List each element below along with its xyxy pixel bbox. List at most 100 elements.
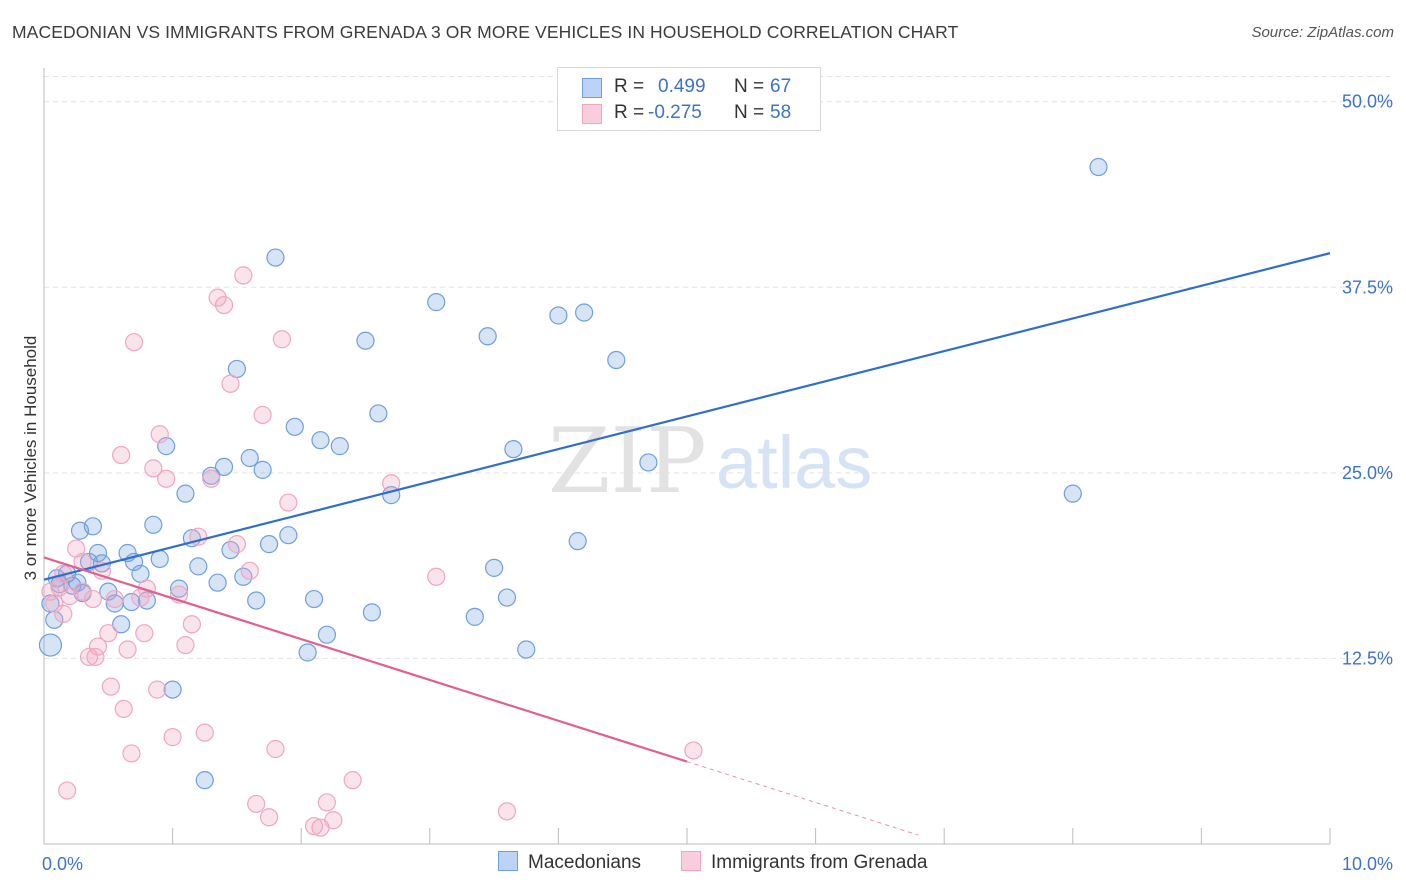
n-label: N =	[734, 76, 765, 97]
macedonian-point	[208, 573, 227, 592]
grenada-point	[234, 266, 253, 285]
macedonian-point	[549, 306, 568, 325]
grenada-point	[45, 594, 64, 613]
r-label: R =	[614, 76, 645, 97]
macedonian-point	[504, 439, 523, 459]
n-value: 58	[770, 102, 792, 123]
grenada-point	[105, 589, 124, 609]
macedonian-point	[253, 460, 272, 479]
x-tick-label: 0.0%	[42, 854, 83, 874]
macedonian-point	[189, 557, 208, 576]
grenada-point	[163, 728, 182, 747]
grenada-point	[182, 615, 201, 634]
trend-lines	[43, 252, 1331, 836]
r-value: 0.499	[658, 76, 706, 97]
chart-source: Source: ZipAtlas.com	[1251, 24, 1394, 41]
macedonian-point	[1063, 484, 1082, 503]
grenada-point	[112, 445, 131, 465]
grenada-point	[272, 330, 292, 349]
macedonian-point	[266, 248, 285, 267]
axes	[43, 68, 1331, 845]
macedonian-point	[304, 589, 324, 609]
macedonian-point	[176, 484, 195, 503]
macedonian-point	[317, 625, 337, 644]
grenada-point	[497, 802, 517, 821]
macedonian-point	[465, 607, 484, 626]
grenada-point	[253, 405, 272, 425]
macedonians-swatch	[582, 78, 602, 98]
grenada-point	[304, 817, 324, 836]
legend-label: Macedonians	[528, 852, 642, 873]
macedonian-point	[607, 350, 626, 370]
macedonian-point	[356, 331, 375, 350]
tick-labels: 12.5% 25.0% 37.5% 50.0% 0.0% 10.0% 3 or more V…	[21, 92, 1393, 874]
macedonian-point	[362, 603, 382, 622]
macedonian-point	[70, 521, 90, 540]
y-tick-label: 37.5%	[1342, 277, 1393, 297]
macedonian-point	[247, 591, 266, 610]
grenada-trend-line	[43, 556, 688, 763]
macedonian-point	[45, 610, 64, 629]
grenada-point	[221, 374, 240, 393]
grenada-point	[114, 699, 133, 719]
legend-item-grenada[interactable]: Immigrants from Grenada	[681, 851, 927, 874]
macedonian-point	[298, 643, 317, 662]
macedonian-point	[240, 448, 259, 468]
data-points	[38, 157, 1108, 837]
n-value: 67	[770, 76, 792, 97]
y-tick-label: 50.0%	[1342, 92, 1393, 112]
n-label: N =	[734, 102, 765, 123]
macedonian-point	[568, 532, 587, 551]
grenada-legend-swatch	[681, 851, 701, 871]
macedonian-point	[150, 549, 169, 569]
grenada-point	[324, 811, 343, 830]
grenada-point	[150, 425, 169, 444]
x-tick-label: 10.0%	[1342, 854, 1393, 874]
grenada-point	[144, 459, 163, 478]
grenada-point	[86, 647, 105, 667]
macedonian-point	[311, 431, 330, 450]
macedonian-point	[169, 579, 189, 598]
macedonian-point	[369, 404, 388, 423]
chart-title: MACEDONIAN VS IMMIGRANTS FROM GRENADA 3 …	[12, 22, 959, 42]
grenada-point	[99, 624, 118, 643]
macedonian-point	[163, 680, 182, 699]
grenada-point	[214, 295, 234, 315]
macedonian-point	[478, 327, 497, 346]
macedonian-point	[214, 457, 234, 477]
grenada-point	[227, 535, 246, 554]
legend-item-macedonians[interactable]: Macedonians	[498, 851, 641, 874]
grenada-point	[54, 604, 73, 623]
macedonian-point	[427, 293, 446, 312]
grenada-point	[317, 793, 337, 812]
grenada-point	[202, 469, 221, 488]
grenada-point	[240, 561, 259, 580]
grenada-trend-line-extension	[686, 761, 919, 836]
grenada-point	[279, 493, 298, 512]
grenada-point	[118, 640, 137, 659]
macedonian-point	[88, 543, 108, 563]
grenada-point	[176, 635, 195, 655]
r-value: -0.275	[648, 102, 702, 123]
grenada-swatch	[582, 104, 602, 124]
grenada-point	[266, 739, 285, 759]
grenada-point	[58, 781, 77, 800]
r-label: R =	[614, 102, 645, 123]
stats-legend: R = 0.499 N = 67 R = -0.275 N = 58	[557, 67, 821, 131]
grenada-point	[124, 333, 144, 352]
y-tick-label: 25.0%	[1342, 463, 1393, 483]
grenada-point	[41, 582, 60, 601]
macedonian-trend-line	[43, 252, 1331, 581]
grenada-point	[195, 723, 214, 742]
grenada-point	[135, 624, 154, 643]
macedonian-point	[259, 535, 279, 554]
macedonian-point	[112, 615, 131, 634]
watermark-zip: ZIP	[548, 409, 707, 514]
grenada-point	[247, 794, 266, 814]
macedonian-point	[144, 515, 163, 534]
grenada-point	[122, 744, 141, 763]
macedonians-legend-swatch	[498, 851, 518, 871]
grenada-point	[88, 637, 108, 656]
macedonian-point	[279, 526, 298, 545]
